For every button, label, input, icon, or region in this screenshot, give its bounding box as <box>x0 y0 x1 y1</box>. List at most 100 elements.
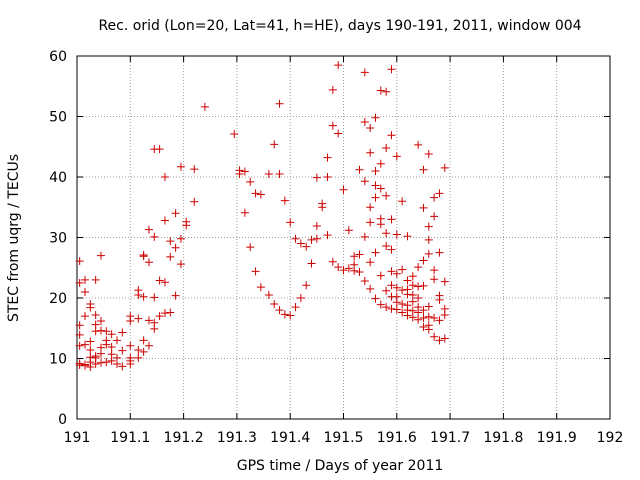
data-point <box>96 349 105 358</box>
y-axis-label: STEC from uqrg / TECUs <box>6 154 22 322</box>
data-point <box>96 316 105 325</box>
data-point <box>360 232 369 241</box>
data-point <box>280 196 289 205</box>
data-point <box>355 267 364 276</box>
data-point <box>251 267 260 276</box>
data-point <box>408 313 417 322</box>
data-point <box>398 286 407 295</box>
data-point <box>264 290 273 299</box>
data-point <box>440 163 449 172</box>
data-points <box>75 61 449 371</box>
data-point <box>275 99 284 108</box>
data-point <box>80 287 89 296</box>
data-point <box>102 327 111 336</box>
data-point <box>424 325 433 334</box>
y-tick-label: 20 <box>49 291 67 307</box>
data-point <box>134 314 143 323</box>
data-point <box>155 145 164 154</box>
data-point <box>307 259 316 268</box>
data-point <box>251 189 260 198</box>
data-point <box>430 212 439 221</box>
x-axis-label: GPS time / Days of year 2011 <box>237 458 444 474</box>
data-point <box>344 264 353 273</box>
data-point <box>430 266 439 275</box>
chart-title: Rec. orid (Lon=20, Lat=41, h=HE), days 1… <box>98 18 581 34</box>
data-point <box>190 165 199 174</box>
data-point <box>160 278 169 287</box>
data-point <box>155 312 164 321</box>
data-point <box>376 300 385 309</box>
data-point <box>355 165 364 174</box>
data-point <box>112 359 121 368</box>
data-point <box>312 222 321 231</box>
data-point <box>291 234 300 243</box>
data-point <box>126 316 135 325</box>
data-point <box>366 258 375 267</box>
data-point <box>107 330 116 339</box>
data-point <box>360 277 369 286</box>
data-point <box>176 162 185 171</box>
data-point <box>387 281 396 290</box>
data-point <box>302 242 311 251</box>
data-point <box>286 218 295 227</box>
data-point <box>139 292 148 301</box>
data-point <box>403 232 412 241</box>
data-point <box>382 229 391 238</box>
data-point <box>112 336 121 345</box>
data-point <box>86 337 95 346</box>
data-point <box>286 311 295 320</box>
x-tick-label: 191.8 <box>483 430 523 446</box>
x-tick-label: 191.1 <box>110 430 150 446</box>
data-point <box>440 310 449 319</box>
data-point <box>360 68 369 77</box>
data-point <box>339 266 348 275</box>
data-point <box>102 358 111 367</box>
data-point <box>75 341 84 350</box>
data-point <box>408 297 417 306</box>
x-tick-label: 191.7 <box>430 430 470 446</box>
data-point <box>398 265 407 274</box>
data-point <box>323 173 332 181</box>
data-point <box>419 306 428 315</box>
data-point <box>328 121 337 130</box>
data-point <box>430 193 439 202</box>
data-point <box>144 225 153 234</box>
data-point <box>80 340 89 349</box>
data-point <box>96 326 105 335</box>
data-point <box>440 334 449 343</box>
data-point <box>96 251 105 260</box>
data-point <box>160 173 169 181</box>
data-point <box>360 177 369 186</box>
data-point <box>256 283 265 292</box>
x-tick-label: 191.2 <box>164 430 204 446</box>
data-point <box>144 341 153 350</box>
x-tick-label: 191.9 <box>537 430 577 446</box>
x-tick-label: 191.5 <box>323 430 363 446</box>
data-point <box>382 191 391 200</box>
data-point <box>75 321 84 330</box>
data-point <box>387 267 396 276</box>
data-point <box>414 263 423 272</box>
data-point <box>435 189 444 198</box>
data-point <box>366 123 375 132</box>
data-point <box>344 226 353 235</box>
data-point <box>230 130 239 139</box>
data-point <box>91 310 100 319</box>
data-point <box>334 61 343 70</box>
data-point <box>424 249 433 258</box>
data-point <box>139 336 148 345</box>
data-point <box>334 263 343 272</box>
data-point <box>430 332 439 341</box>
y-tick-label: 30 <box>49 231 67 247</box>
data-point <box>86 346 95 355</box>
data-point <box>91 275 100 284</box>
data-point <box>318 203 327 212</box>
data-point <box>240 208 249 217</box>
data-point <box>382 286 391 295</box>
data-point <box>350 252 359 261</box>
data-point <box>387 245 396 254</box>
data-point <box>419 281 428 290</box>
data-point <box>435 295 444 304</box>
data-point <box>392 152 401 161</box>
data-point <box>392 298 401 307</box>
